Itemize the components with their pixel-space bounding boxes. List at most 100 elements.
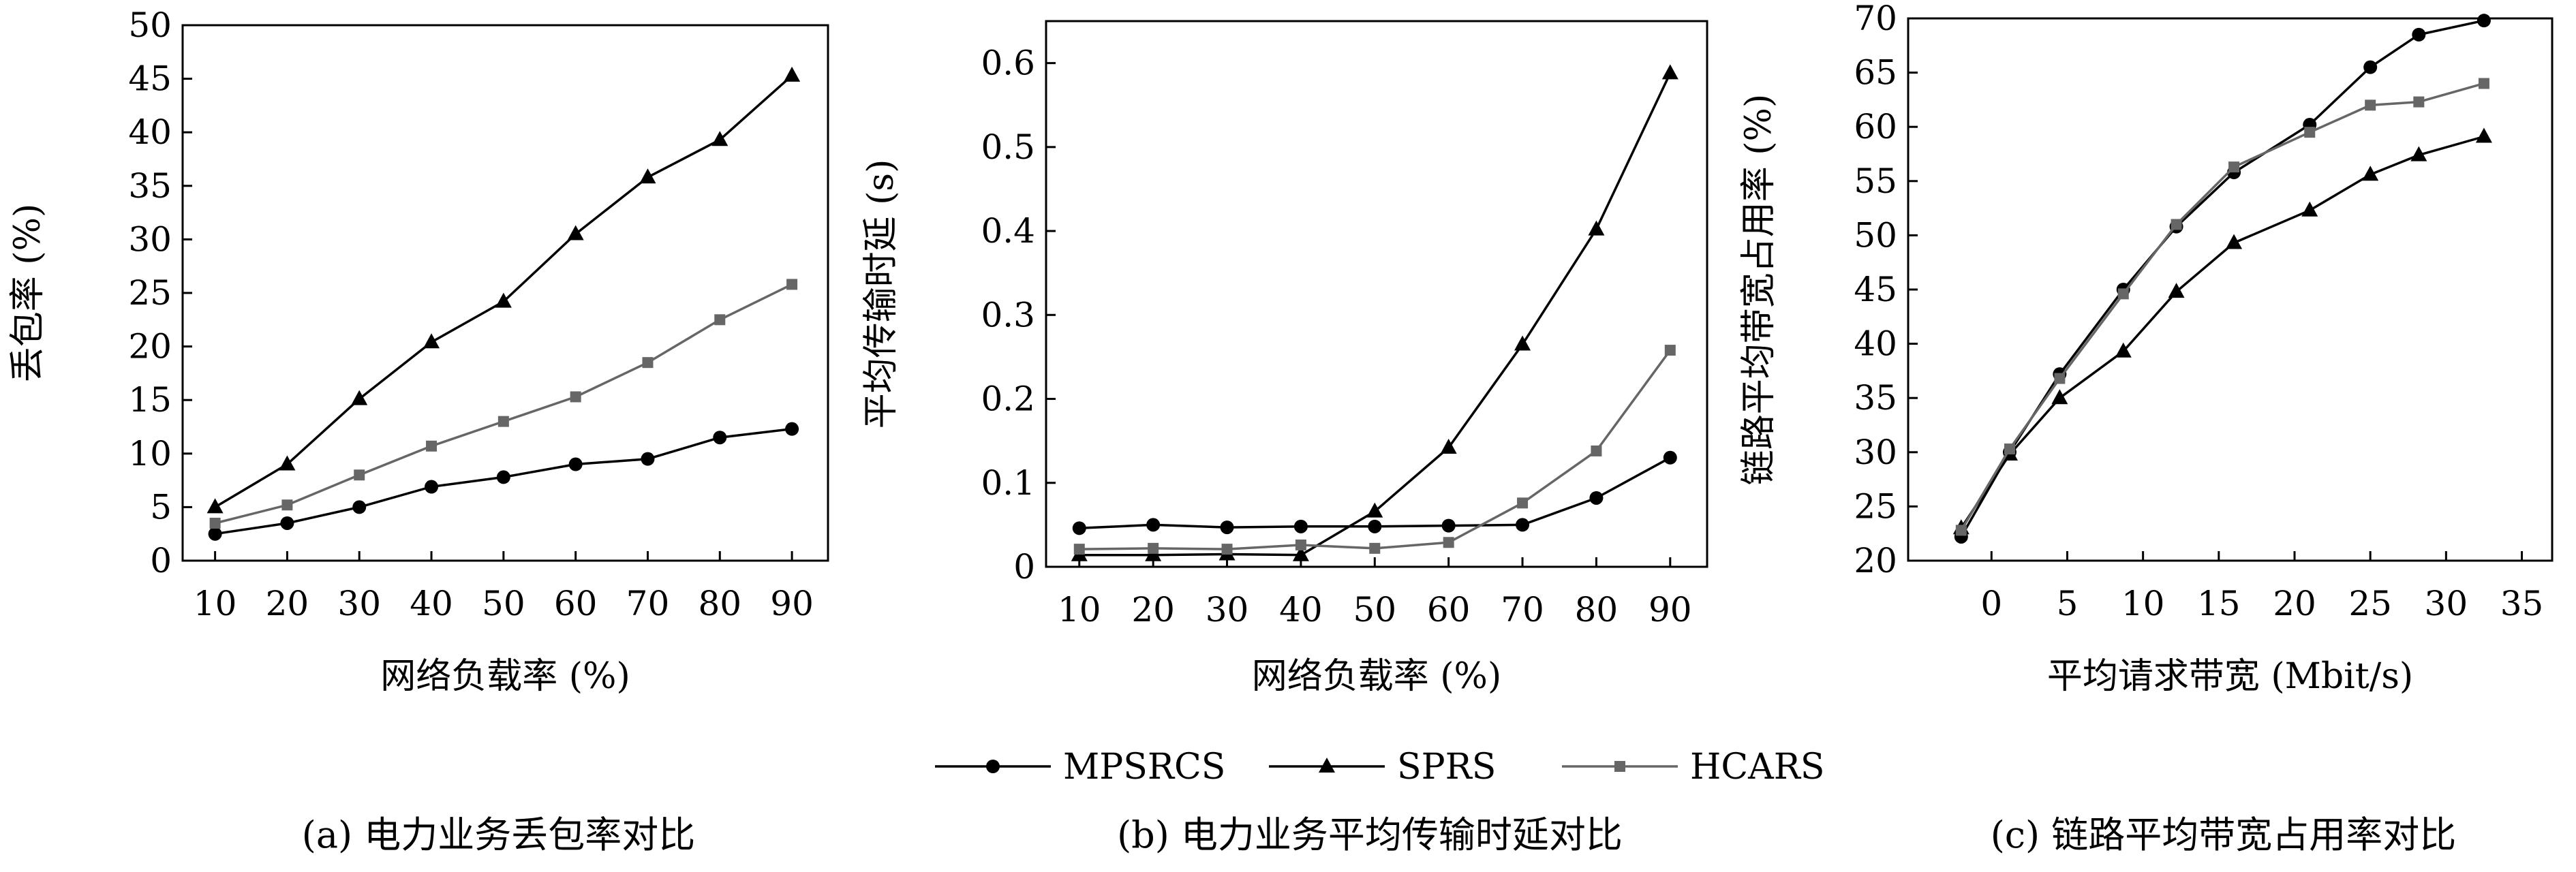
- legend-label-mpsrcs: MPSRCS: [1063, 747, 1225, 788]
- data-point-hcars: [426, 440, 438, 452]
- legend: MPSRCS SPRS HCARS: [935, 747, 1824, 788]
- data-point-mpsrcs: [1441, 518, 1456, 533]
- y-tick-label: 35: [128, 166, 172, 206]
- data-point-hcars: [2228, 161, 2240, 173]
- x-tick-label: 80: [698, 584, 741, 623]
- data-point-mpsrcs: [1146, 518, 1161, 532]
- x-tick-label: 60: [554, 584, 598, 623]
- data-point-sprs: [2362, 166, 2379, 181]
- data-point-hcars: [1295, 539, 1306, 550]
- y-tick-label: 25: [128, 273, 172, 313]
- y-tick-label: 20: [1854, 541, 1897, 580]
- data-point-hcars: [281, 499, 293, 511]
- data-point-sprs: [2168, 283, 2185, 298]
- y-tick-label: 0.2: [981, 379, 1035, 419]
- plot-frame: [1045, 20, 1708, 568]
- y-tick-label: 40: [128, 112, 172, 152]
- panel-c: 20 25 30 35 40 45 50 55 60 65 70 0 5 10 15 20 25 30 35 平均请求…: [1738, 0, 2554, 856]
- data-point-hcars: [497, 416, 509, 427]
- data-point-hcars: [1148, 542, 1159, 554]
- y-tick-label: 65: [1854, 53, 1897, 93]
- x-tick-label: 30: [1206, 590, 1249, 629]
- data-point-mpsrcs: [208, 527, 222, 541]
- series-line-sprs: [1079, 72, 1672, 557]
- data-point-hcars: [2413, 96, 2425, 108]
- data-point-hcars: [2304, 127, 2316, 138]
- series-line-hcars: [1960, 82, 2485, 531]
- x-tick-label: 10: [194, 584, 237, 623]
- data-point-hcars: [570, 391, 581, 403]
- panel-caption: (b) 电力业务平均传输时延对比: [1117, 813, 1623, 856]
- x-tick-label: 70: [626, 584, 670, 623]
- data-point-sprs: [2051, 389, 2068, 405]
- data-point-mpsrcs: [1589, 490, 1604, 505]
- y-tick-label: 15: [128, 380, 172, 420]
- x-tick-label: 60: [1427, 590, 1471, 629]
- y-tick-label: 0.3: [981, 295, 1035, 334]
- x-tick-label: 90: [1649, 590, 1692, 629]
- y-axis-label: 平均传输时延 (s): [861, 159, 902, 429]
- y-tick-label: 10: [128, 434, 172, 473]
- legend-marker-mpsrcs: [986, 760, 1000, 773]
- legend-label-sprs: SPRS: [1397, 747, 1496, 788]
- data-point-sprs: [1440, 439, 1457, 454]
- x-tick-label: 0: [1980, 584, 2002, 623]
- y-tick-label: 20: [128, 327, 172, 367]
- data-point-hcars: [1443, 537, 1454, 548]
- data-point-hcars: [2117, 288, 2129, 300]
- y-tick-label: 45: [128, 59, 172, 99]
- data-point-sprs: [1514, 335, 1531, 351]
- data-point-sprs: [206, 498, 224, 514]
- data-point-hcars: [1517, 497, 1529, 509]
- x-tick-label: 30: [2425, 584, 2468, 623]
- x-tick-label: 40: [410, 584, 453, 623]
- y-tick-label: 70: [1854, 0, 1897, 38]
- data-point-hcars: [642, 357, 654, 369]
- y-tick-label: 60: [1854, 107, 1897, 146]
- data-point-hcars: [354, 469, 365, 481]
- y-tick-label: 0: [150, 541, 172, 580]
- data-point-mpsrcs: [641, 452, 655, 466]
- data-point-sprs: [1661, 64, 1678, 80]
- data-point-hcars: [2365, 99, 2376, 111]
- panel-caption: (a) 电力业务丢包率对比: [302, 813, 696, 856]
- data-point-hcars: [786, 279, 798, 290]
- y-tick-label: 0.6: [981, 44, 1035, 83]
- data-point-hcars: [1073, 544, 1085, 555]
- data-point-mpsrcs: [785, 422, 799, 436]
- x-tick-label: 5: [2057, 584, 2079, 623]
- legend-marker-hcars: [1614, 761, 1625, 772]
- data-point-mpsrcs: [352, 500, 367, 514]
- series-line-mpsrcs: [1960, 19, 2485, 538]
- y-tick-label: 5: [150, 487, 172, 527]
- x-tick-label: 40: [1279, 590, 1323, 629]
- data-point-hcars: [1591, 445, 1602, 456]
- data-point-mpsrcs: [280, 516, 294, 530]
- x-tick-label: 10: [1058, 590, 1101, 629]
- data-point-hcars: [1955, 525, 1967, 536]
- x-tick-label: 50: [482, 584, 525, 623]
- data-point-sprs: [567, 225, 584, 240]
- legend-marker-sprs: [1319, 758, 1335, 773]
- data-point-hcars: [1664, 345, 1676, 356]
- data-point-mpsrcs: [568, 457, 583, 471]
- data-point-mpsrcs: [1516, 518, 1530, 532]
- x-axis-label: 网络负载率 (%): [1252, 656, 1502, 697]
- y-tick-label: 0: [1013, 547, 1035, 587]
- series-line-hcars: [1079, 349, 1672, 550]
- y-tick-label: 55: [1854, 161, 1897, 201]
- data-point-mpsrcs: [2412, 27, 2426, 42]
- y-axis-label: 丢包率 (%): [7, 204, 48, 383]
- data-point-hcars: [2054, 373, 2066, 384]
- data-point-mpsrcs: [496, 470, 510, 484]
- x-tick-label: 50: [1353, 590, 1396, 629]
- data-point-sprs: [2115, 342, 2132, 358]
- data-point-sprs: [639, 168, 656, 184]
- panel-a: 0 5 10 15 20 25 30 35 40 45 50 10 20 30 40 50 60 70 80 90 网络…: [7, 5, 829, 856]
- data-point-sprs: [2301, 201, 2318, 217]
- data-point-hcars: [1369, 542, 1381, 554]
- series-line-sprs: [1960, 135, 2485, 529]
- legend-label-hcars: HCARS: [1690, 747, 1824, 788]
- data-point-sprs: [1366, 502, 1383, 518]
